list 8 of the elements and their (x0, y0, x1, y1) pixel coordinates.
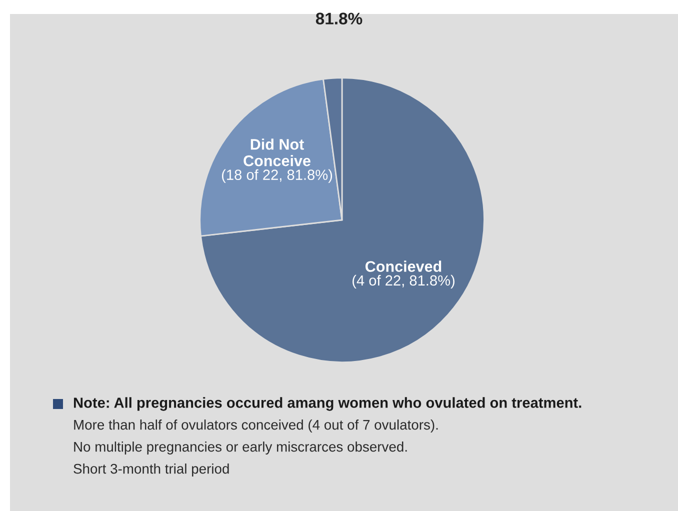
slice-label: Did Not Conceive (18 of 22, 81.8%) (222, 138, 332, 183)
text: More than half of ovulators conceived (4 out of 7 ovulators). (74, 420, 438, 432)
text: Note: All pregnancies occured amang women who ovulated on treatment. (74, 397, 582, 411)
chart-title: 81.8% (316, 12, 362, 24)
slice-label: Concieved (4 of 22, 81.8%) (352, 260, 454, 288)
text: Short 3-month trial period (74, 464, 229, 476)
text: No multiple pregnancies or early miscrarces observed. (74, 442, 407, 454)
pie-slice (200, 77, 485, 363)
